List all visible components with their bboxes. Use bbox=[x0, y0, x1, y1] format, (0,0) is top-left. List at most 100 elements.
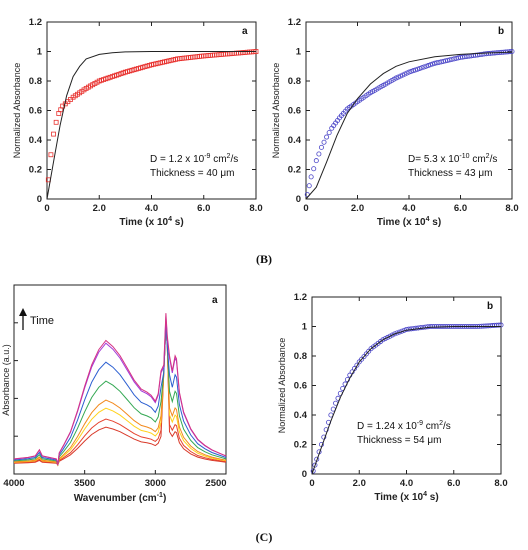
caption-c: (C) bbox=[256, 530, 273, 544]
y-tick-label: 0.8 bbox=[288, 76, 301, 87]
y-tick-label: 0.2 bbox=[294, 440, 307, 451]
x-tick-label: 8.0 bbox=[494, 478, 507, 489]
data-point bbox=[313, 158, 319, 164]
y-tick-label: 0.4 bbox=[29, 135, 43, 146]
chart-panel-2: 4000 3500 3000 2500 Wavenumber (cm-1) Absorba… bbox=[1, 284, 227, 504]
caption-b: (B) bbox=[256, 252, 272, 266]
data-point bbox=[509, 49, 515, 55]
data-point bbox=[417, 65, 423, 71]
chart-panel-0: 0 0.2 0.4 0.6 0.8 1 1.2 0 2.0 4.0 6.0 8.0 Time (x 10… bbox=[12, 17, 263, 228]
data-point bbox=[382, 336, 388, 342]
x-tick-label: 0 bbox=[309, 478, 314, 489]
data-point bbox=[318, 144, 324, 150]
panel-label: a bbox=[242, 26, 248, 37]
chart-panel-1: 0 0.2 0.4 0.6 0.8 1 1.2 0 2.0 4.0 6.0 8.0 Time (x 10… bbox=[271, 17, 519, 228]
data-point bbox=[354, 362, 360, 368]
thickness-annotation: Thickness = 40 μm bbox=[150, 168, 234, 179]
y-tick-label: 0.4 bbox=[288, 135, 302, 146]
data-point bbox=[308, 174, 314, 180]
y-axis-label: Normalized Absorbance bbox=[271, 63, 281, 159]
plot-frame bbox=[311, 296, 502, 475]
x-tick-label: 3500 bbox=[74, 478, 95, 489]
y-tick-label: 0 bbox=[296, 194, 301, 205]
data-point bbox=[316, 151, 322, 157]
data-point bbox=[498, 322, 504, 328]
y-tick-label: 1.2 bbox=[29, 17, 42, 28]
diffusion-annotation: D = 1.24 x 10-9 cm2/s bbox=[357, 420, 451, 432]
y-tick-label: 0 bbox=[302, 469, 307, 480]
fit-curve bbox=[311, 326, 501, 475]
time-arrow-head bbox=[19, 308, 27, 316]
data-point bbox=[389, 332, 395, 338]
panel-label: b bbox=[498, 26, 504, 37]
diffusion-annotation: D = 1.2 x 10-9 cm2/s bbox=[150, 153, 238, 165]
x-tick-label: 4.0 bbox=[402, 203, 415, 214]
y-tick-label: 0 bbox=[37, 194, 42, 205]
data-point bbox=[48, 152, 54, 158]
data-point bbox=[380, 337, 386, 343]
x-tick-label: 8.0 bbox=[505, 203, 518, 214]
y-tick-label: 1 bbox=[296, 47, 302, 58]
data-point bbox=[408, 68, 414, 74]
x-tick-label: 2.0 bbox=[353, 478, 366, 489]
spectrum-line bbox=[13, 324, 227, 466]
data-point bbox=[421, 64, 427, 70]
fit-curve bbox=[305, 51, 513, 200]
x-axis-label: Wavenumber (cm-1) bbox=[74, 492, 167, 504]
y-tick-label: 0.4 bbox=[294, 410, 308, 421]
data-point bbox=[415, 66, 421, 72]
data-point bbox=[311, 166, 317, 172]
y-tick-label: 1 bbox=[302, 322, 308, 333]
x-tick-label: 4000 bbox=[3, 478, 24, 489]
data-point bbox=[430, 61, 436, 67]
data-point bbox=[321, 139, 327, 145]
fit-curve bbox=[46, 51, 256, 200]
chart-panel-3: 0 0.2 0.4 0.6 0.8 1 1.2 0 2.0 4.0 6.0 8.0 Time (x 10… bbox=[277, 292, 508, 503]
x-axis-label: Time (x 104 s) bbox=[119, 216, 183, 228]
data-point bbox=[419, 65, 425, 71]
data-point bbox=[323, 427, 329, 433]
data-point bbox=[427, 62, 433, 68]
x-tick-label: 0 bbox=[44, 203, 49, 214]
panel-label: b bbox=[487, 301, 493, 312]
data-point bbox=[387, 333, 393, 339]
x-tick-label: 3000 bbox=[145, 478, 166, 489]
data-point bbox=[406, 69, 412, 75]
data-point bbox=[410, 68, 416, 74]
time-arrow-label: Time bbox=[30, 315, 54, 327]
data-point bbox=[385, 334, 391, 340]
x-axis-label: Time (x 104 s) bbox=[377, 216, 441, 228]
y-tick-label: 1.2 bbox=[294, 292, 307, 303]
x-tick-label: 4.0 bbox=[145, 203, 158, 214]
data-point bbox=[312, 462, 318, 468]
y-tick-label: 1.2 bbox=[288, 17, 301, 28]
data-point bbox=[326, 130, 332, 136]
data-point bbox=[51, 131, 56, 137]
y-axis-label: Normalized Absorbance bbox=[277, 338, 287, 434]
data-point bbox=[507, 49, 513, 55]
data-point bbox=[310, 468, 316, 474]
x-tick-label: 8.0 bbox=[249, 203, 262, 214]
y-tick-label: 0.6 bbox=[29, 106, 42, 117]
y-tick-label: 0.2 bbox=[29, 165, 42, 176]
data-point bbox=[53, 119, 59, 125]
x-tick-label: 6.0 bbox=[447, 478, 460, 489]
y-tick-label: 0.6 bbox=[288, 106, 301, 117]
data-point bbox=[496, 322, 502, 328]
y-tick-label: 0.6 bbox=[294, 381, 307, 392]
x-tick-label: 6.0 bbox=[454, 203, 467, 214]
data-point bbox=[423, 63, 429, 69]
diffusion-annotation: D= 5.3 x 10-10 cm2/s bbox=[408, 153, 497, 165]
y-axis-label: Absorbance (a.u.) bbox=[1, 344, 11, 416]
x-tick-label: 6.0 bbox=[197, 203, 210, 214]
panel-label: a bbox=[212, 295, 218, 306]
x-tick-label: 2500 bbox=[205, 478, 226, 489]
y-tick-label: 0.8 bbox=[294, 351, 307, 362]
y-tick-label: 1 bbox=[37, 47, 43, 58]
data-point bbox=[324, 134, 330, 140]
data-point bbox=[425, 63, 431, 69]
thickness-annotation: Thickness = 54 μm bbox=[357, 435, 441, 446]
y-tick-label: 0.2 bbox=[288, 165, 301, 176]
x-tick-label: 2.0 bbox=[93, 203, 106, 214]
